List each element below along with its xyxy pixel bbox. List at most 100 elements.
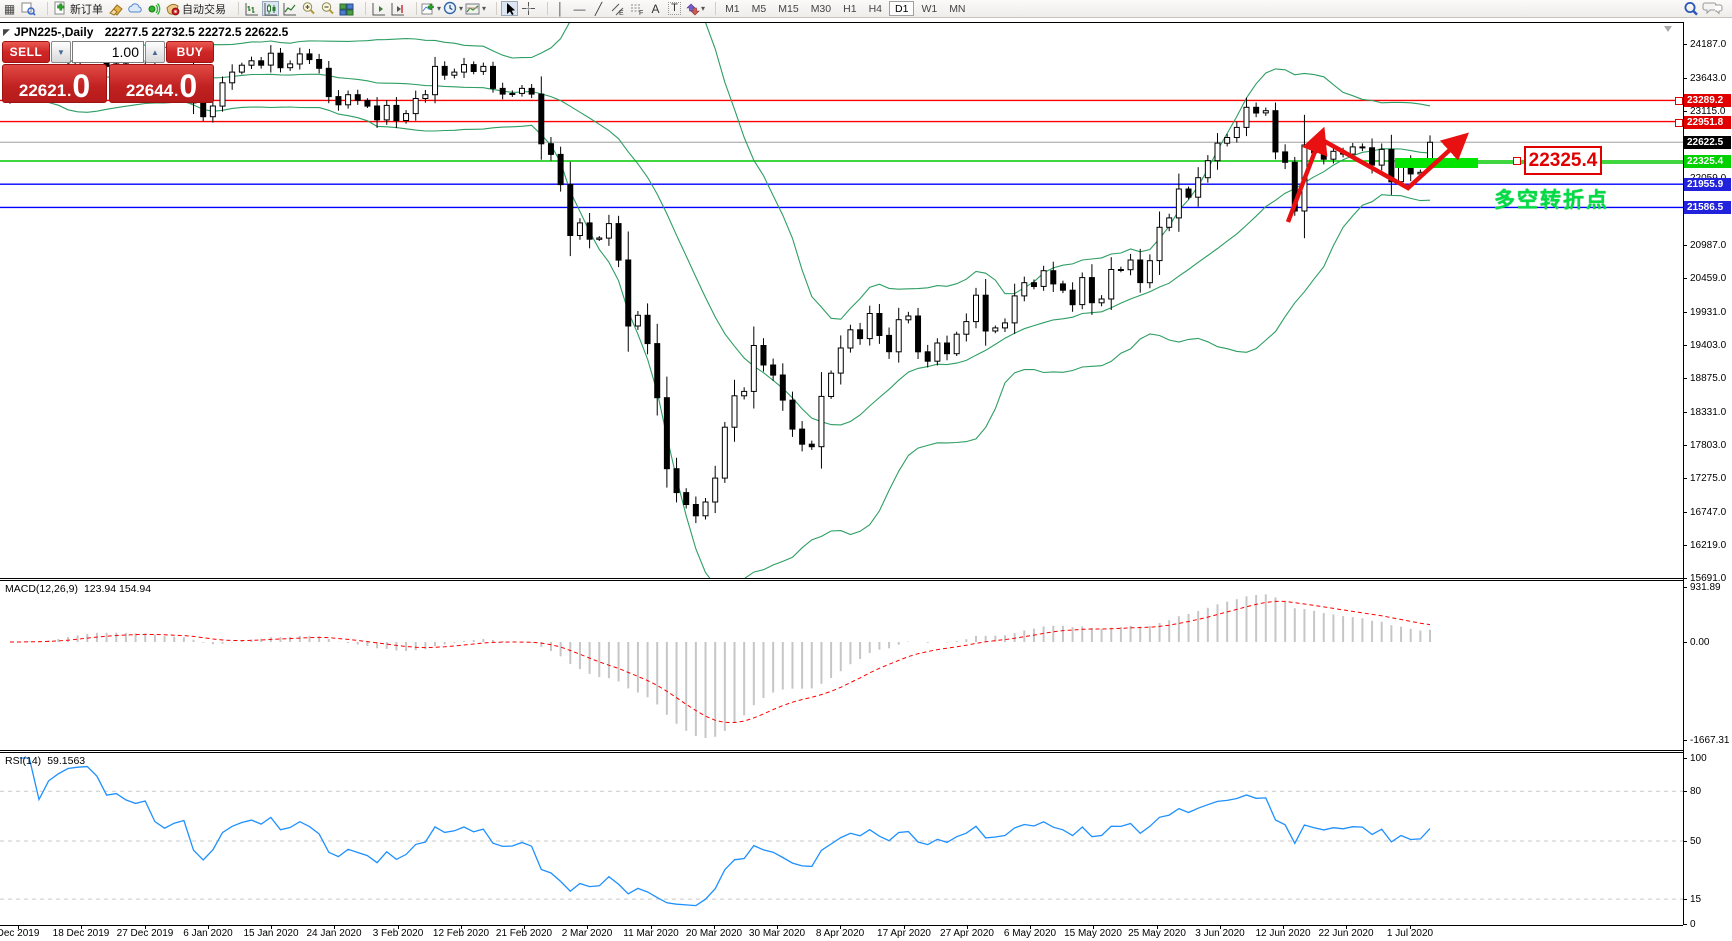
candlestick-chart-icon[interactable] <box>262 1 279 16</box>
chart-title: JPN225-,Daily 22277.5 22732.5 22272.5 22… <box>14 25 288 39</box>
price-annotation-box[interactable]: 22325.4 <box>1524 146 1602 175</box>
line-anchor-handle[interactable] <box>1675 97 1683 105</box>
timeframe-m30[interactable]: M30 <box>810 2 832 15</box>
timeframe-d1[interactable]: D1 <box>889 1 915 16</box>
one-click-panel-toggle[interactable]: ◤ <box>3 27 10 37</box>
rsi-scale-label: 50 <box>1690 835 1702 847</box>
sell-price-button[interactable]: 22621. 0 <box>2 64 107 103</box>
toolbar-separator <box>709 2 717 15</box>
timeframe-h1[interactable]: H1 <box>843 2 857 15</box>
price-tick <box>1683 445 1687 446</box>
vertical-line-tool-icon[interactable]: │ <box>556 1 565 16</box>
sell-button[interactable]: SELL <box>2 41 50 63</box>
add-indicator-icon[interactable]: ▾ <box>421 1 441 16</box>
new-chart-icon[interactable]: ▦ <box>3 1 16 16</box>
period-clock-icon[interactable]: ▾ <box>443 1 463 16</box>
volume-input[interactable] <box>72 41 144 63</box>
date-tick <box>1220 925 1221 929</box>
timeframe-w1[interactable]: W1 <box>921 2 938 15</box>
date-tick <box>1030 925 1031 929</box>
pane-separator[interactable] <box>0 752 1683 753</box>
price-tick <box>1683 378 1687 379</box>
new-order-label[interactable]: 新订单 <box>70 3 103 16</box>
date-label: Dec 2019 <box>0 928 40 939</box>
timeframe-m1[interactable]: M1 <box>725 2 740 15</box>
chart-autoscroll-icon[interactable] <box>389 1 406 16</box>
main-chart-pane[interactable] <box>0 22 1683 578</box>
timeframe-h4[interactable]: H4 <box>868 2 882 15</box>
price-label: 20459.0 <box>1690 272 1727 284</box>
date-tick <box>1410 925 1411 929</box>
crosshair-icon[interactable] <box>520 1 537 16</box>
date-label: 25 May 2020 <box>1128 928 1186 939</box>
toolbar-separator <box>541 2 549 15</box>
level-price-label: 22951.8 <box>1684 115 1731 129</box>
pane-separator[interactable] <box>0 580 1683 581</box>
price-label: 20987.0 <box>1690 239 1727 251</box>
pane-separator[interactable] <box>0 750 1683 751</box>
macd-pane[interactable] <box>0 581 1683 750</box>
signal-icon[interactable] <box>145 1 162 16</box>
date-tick <box>777 925 778 929</box>
price-label: 16219.0 <box>1690 539 1727 551</box>
line-anchor-handle[interactable] <box>1675 119 1683 127</box>
rsi-scale-tick <box>1683 791 1687 792</box>
search-icon[interactable] <box>1682 1 1700 16</box>
price-tick <box>1683 512 1687 513</box>
toolbar-separator <box>490 2 498 15</box>
buy-price-button[interactable]: 22644. 0 <box>109 64 214 103</box>
level-price-label: 21955.9 <box>1684 177 1731 191</box>
pane-separator[interactable] <box>0 578 1683 579</box>
trendline-tool-icon[interactable]: ╱ <box>594 1 603 16</box>
line-anchor-handle[interactable] <box>1513 157 1521 165</box>
date-label: 1 Jul 2020 <box>1386 928 1434 939</box>
timeframe-m5[interactable]: M5 <box>751 2 767 15</box>
date-tick <box>81 925 82 929</box>
fibonacci-tool-icon[interactable]: F <box>628 1 645 16</box>
macd-scale-tick <box>1683 740 1687 741</box>
rsi-scale-label: 15 <box>1690 893 1702 905</box>
autotrade-label[interactable]: 自动交易 <box>182 3 226 16</box>
chart-symbol-period: JPN225-,Daily <box>14 25 94 39</box>
chart-shift-icon[interactable] <box>370 1 387 16</box>
autotrade-icon[interactable] <box>164 1 181 16</box>
pivot-point-label[interactable]: 多空转折点 <box>1494 189 1609 212</box>
volume-down-button[interactable]: ▼ <box>51 41 71 63</box>
timeframe-bar: M1 M5 M15 M30 H1 H4 D1 W1 MN <box>719 1 971 16</box>
date-tick <box>334 925 335 929</box>
rsi-pane[interactable] <box>0 753 1683 925</box>
channel-tool-icon[interactable]: E <box>609 1 626 16</box>
bar-chart-icon[interactable] <box>243 1 260 16</box>
price-label: 16747.0 <box>1690 506 1727 518</box>
zoom-out-icon[interactable] <box>319 1 336 16</box>
rsi-scale-label: 80 <box>1690 785 1702 797</box>
zigzag-arrow-down-up <box>1322 132 1469 191</box>
window-preview-icon[interactable] <box>20 1 37 16</box>
buy-button[interactable]: BUY <box>166 41 214 63</box>
macd-indicator-label: MACD(12,26,9) 123.94 154.94 <box>5 583 152 595</box>
tile-windows-icon[interactable] <box>338 1 355 16</box>
date-tick <box>1283 925 1284 929</box>
eraser-icon[interactable] <box>107 1 124 16</box>
templates-icon[interactable]: ▾ <box>465 1 486 16</box>
new-order-icon[interactable] <box>52 1 69 16</box>
label-tool-icon[interactable]: T <box>666 1 683 16</box>
date-label: 2 Mar 2020 <box>561 928 613 939</box>
volume-up-button[interactable]: ▲ <box>145 41 165 63</box>
price-tick <box>1683 578 1687 579</box>
timeframe-mn[interactable]: MN <box>949 2 966 15</box>
horizontal-line-tool-icon[interactable]: — <box>573 1 586 16</box>
cursor-icon[interactable] <box>501 1 519 16</box>
date-tick <box>1157 925 1158 929</box>
arrows-tool-icon[interactable]: ▾ <box>685 1 705 16</box>
date-tick <box>840 925 841 929</box>
cloud-icon[interactable] <box>126 1 143 16</box>
price-label: 23115.0 <box>1690 105 1726 117</box>
one-click-trade-panel: SELL ▼ ▲ BUY 22621.0 22644.0 <box>2 41 214 103</box>
zoom-in-icon[interactable] <box>300 1 317 16</box>
text-tool-icon[interactable]: A <box>651 1 660 16</box>
timeframe-m15[interactable]: M15 <box>778 2 799 15</box>
date-label: 15 May 2020 <box>1064 928 1122 939</box>
chat-icon[interactable] <box>1702 1 1724 16</box>
line-chart-icon[interactable] <box>281 1 298 16</box>
